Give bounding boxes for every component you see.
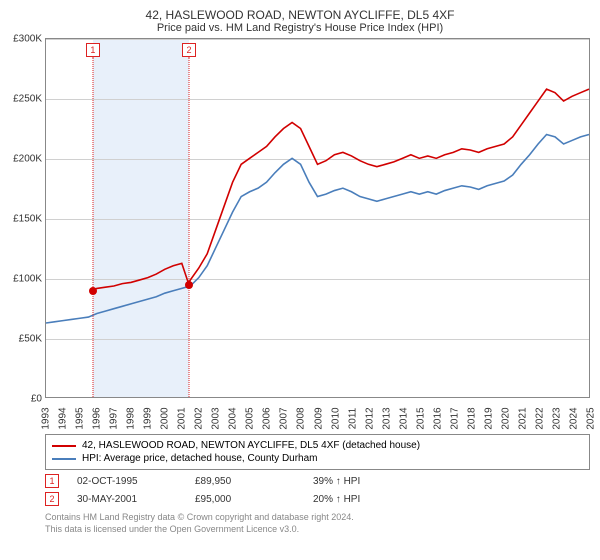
- transaction-id-box: 1: [45, 474, 59, 488]
- x-axis-label: 1995: [75, 407, 86, 429]
- x-axis-label: 2008: [296, 407, 307, 429]
- x-axis-label: 2000: [160, 407, 171, 429]
- x-axis-label: 2018: [466, 407, 477, 429]
- x-axis-label: 1993: [41, 407, 52, 429]
- x-axis-label: 2009: [313, 407, 324, 429]
- legend-label: 42, HASLEWOOD ROAD, NEWTON AYCLIFFE, DL5…: [82, 440, 420, 451]
- chart-plot-area: £0£50K£100K£150K£200K£250K£300K199319941…: [45, 38, 590, 398]
- x-axis-label: 2025: [586, 407, 597, 429]
- marker-label: 2: [182, 43, 196, 57]
- marker-line: [189, 57, 190, 397]
- x-axis-label: 2007: [279, 407, 290, 429]
- x-axis-label: 2013: [381, 407, 392, 429]
- x-axis-label: 1999: [143, 407, 154, 429]
- legend-item: HPI: Average price, detached house, Coun…: [52, 452, 583, 465]
- y-axis-label: £200K: [13, 154, 42, 165]
- x-axis-label: 2024: [568, 407, 579, 429]
- x-axis-label: 2002: [194, 407, 205, 429]
- x-axis-label: 2006: [262, 407, 273, 429]
- chart-lines: [46, 39, 589, 397]
- x-axis-label: 1994: [58, 407, 69, 429]
- transaction-change: 20% ↑ HPI: [313, 494, 360, 505]
- x-axis-label: 2016: [432, 407, 443, 429]
- chart-title: 42, HASLEWOOD ROAD, NEWTON AYCLIFFE, DL5…: [0, 0, 600, 22]
- legend-label: HPI: Average price, detached house, Coun…: [82, 453, 318, 464]
- legend-item: 42, HASLEWOOD ROAD, NEWTON AYCLIFFE, DL5…: [52, 439, 583, 452]
- y-axis-label: £150K: [13, 214, 42, 225]
- x-axis-label: 2004: [228, 407, 239, 429]
- x-axis-label: 2011: [347, 408, 358, 430]
- x-axis-label: 2022: [534, 407, 545, 429]
- x-axis-label: 2005: [245, 407, 256, 429]
- x-axis-label: 2012: [364, 407, 375, 429]
- x-axis-label: 2023: [551, 407, 562, 429]
- x-axis-label: 2019: [483, 407, 494, 429]
- footer-line: Contains HM Land Registry data © Crown c…: [45, 512, 590, 524]
- transaction-row: 2 30-MAY-2001 £95,000 20% ↑ HPI: [45, 492, 590, 506]
- marker-label: 1: [86, 43, 100, 57]
- footer-line: This data is licensed under the Open Gov…: [45, 524, 590, 536]
- legend-swatch: [52, 458, 76, 460]
- y-axis-label: £50K: [19, 334, 42, 345]
- legend: 42, HASLEWOOD ROAD, NEWTON AYCLIFFE, DL5…: [45, 434, 590, 470]
- marker-dot: [89, 287, 97, 295]
- x-axis-label: 2001: [177, 407, 188, 429]
- transaction-change: 39% ↑ HPI: [313, 476, 360, 487]
- x-axis-label: 2014: [398, 407, 409, 429]
- y-axis-label: £300K: [13, 34, 42, 45]
- y-axis-label: £0: [31, 394, 42, 405]
- x-axis-label: 2015: [415, 407, 426, 429]
- x-axis-label: 2017: [449, 407, 460, 429]
- transaction-id-box: 2: [45, 492, 59, 506]
- x-axis-label: 1996: [92, 407, 103, 429]
- transaction-row: 1 02-OCT-1995 £89,950 39% ↑ HPI: [45, 474, 590, 488]
- x-axis-label: 2003: [211, 407, 222, 429]
- x-axis-label: 2021: [517, 407, 528, 429]
- x-axis-label: 2020: [500, 407, 511, 429]
- legend-swatch: [52, 445, 76, 447]
- transaction-date: 02-OCT-1995: [77, 476, 177, 487]
- transaction-price: £95,000: [195, 494, 295, 505]
- marker-line: [92, 57, 93, 397]
- marker-dot: [185, 281, 193, 289]
- transaction-price: £89,950: [195, 476, 295, 487]
- x-axis-label: 1998: [126, 407, 137, 429]
- y-axis-label: £100K: [13, 274, 42, 285]
- x-axis-label: 1997: [109, 407, 120, 429]
- chart-subtitle: Price paid vs. HM Land Registry's House …: [0, 22, 600, 38]
- x-axis-label: 2010: [330, 407, 341, 429]
- footer-attribution: Contains HM Land Registry data © Crown c…: [45, 512, 590, 535]
- y-axis-label: £250K: [13, 94, 42, 105]
- transaction-date: 30-MAY-2001: [77, 494, 177, 505]
